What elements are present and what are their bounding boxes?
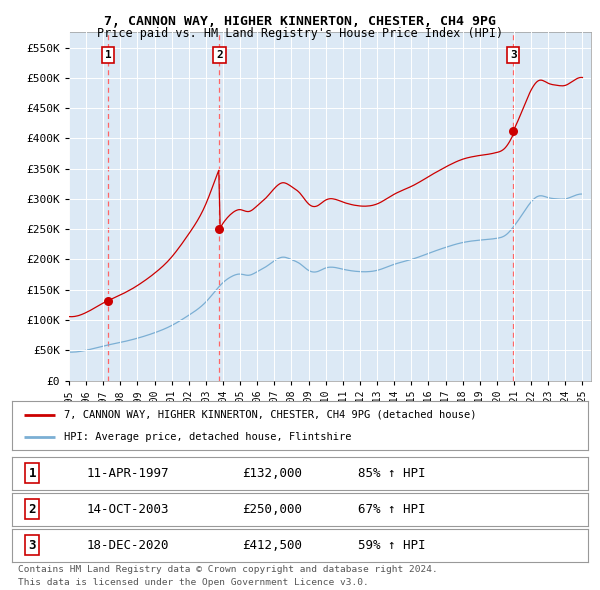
Text: 7, CANNON WAY, HIGHER KINNERTON, CHESTER, CH4 9PG (detached house): 7, CANNON WAY, HIGHER KINNERTON, CHESTER… bbox=[64, 409, 476, 419]
Text: Price paid vs. HM Land Registry's House Price Index (HPI): Price paid vs. HM Land Registry's House … bbox=[97, 27, 503, 40]
Text: £250,000: £250,000 bbox=[242, 503, 302, 516]
Text: Contains HM Land Registry data © Crown copyright and database right 2024.: Contains HM Land Registry data © Crown c… bbox=[18, 565, 438, 574]
Text: 7, CANNON WAY, HIGHER KINNERTON, CHESTER, CH4 9PG: 7, CANNON WAY, HIGHER KINNERTON, CHESTER… bbox=[104, 15, 496, 28]
Text: 14-OCT-2003: 14-OCT-2003 bbox=[87, 503, 169, 516]
Text: 18-DEC-2020: 18-DEC-2020 bbox=[87, 539, 169, 552]
Text: 1: 1 bbox=[28, 467, 36, 480]
Text: £412,500: £412,500 bbox=[242, 539, 302, 552]
Text: HPI: Average price, detached house, Flintshire: HPI: Average price, detached house, Flin… bbox=[64, 432, 352, 442]
Text: 3: 3 bbox=[510, 50, 517, 60]
Text: 85% ↑ HPI: 85% ↑ HPI bbox=[358, 467, 425, 480]
Text: This data is licensed under the Open Government Licence v3.0.: This data is licensed under the Open Gov… bbox=[18, 578, 369, 587]
Text: 67% ↑ HPI: 67% ↑ HPI bbox=[358, 503, 425, 516]
Text: 59% ↑ HPI: 59% ↑ HPI bbox=[358, 539, 425, 552]
Text: 2: 2 bbox=[216, 50, 223, 60]
Text: 11-APR-1997: 11-APR-1997 bbox=[87, 467, 169, 480]
Text: £132,000: £132,000 bbox=[242, 467, 302, 480]
Text: 2: 2 bbox=[28, 503, 36, 516]
Text: 1: 1 bbox=[104, 50, 112, 60]
Text: 3: 3 bbox=[28, 539, 36, 552]
